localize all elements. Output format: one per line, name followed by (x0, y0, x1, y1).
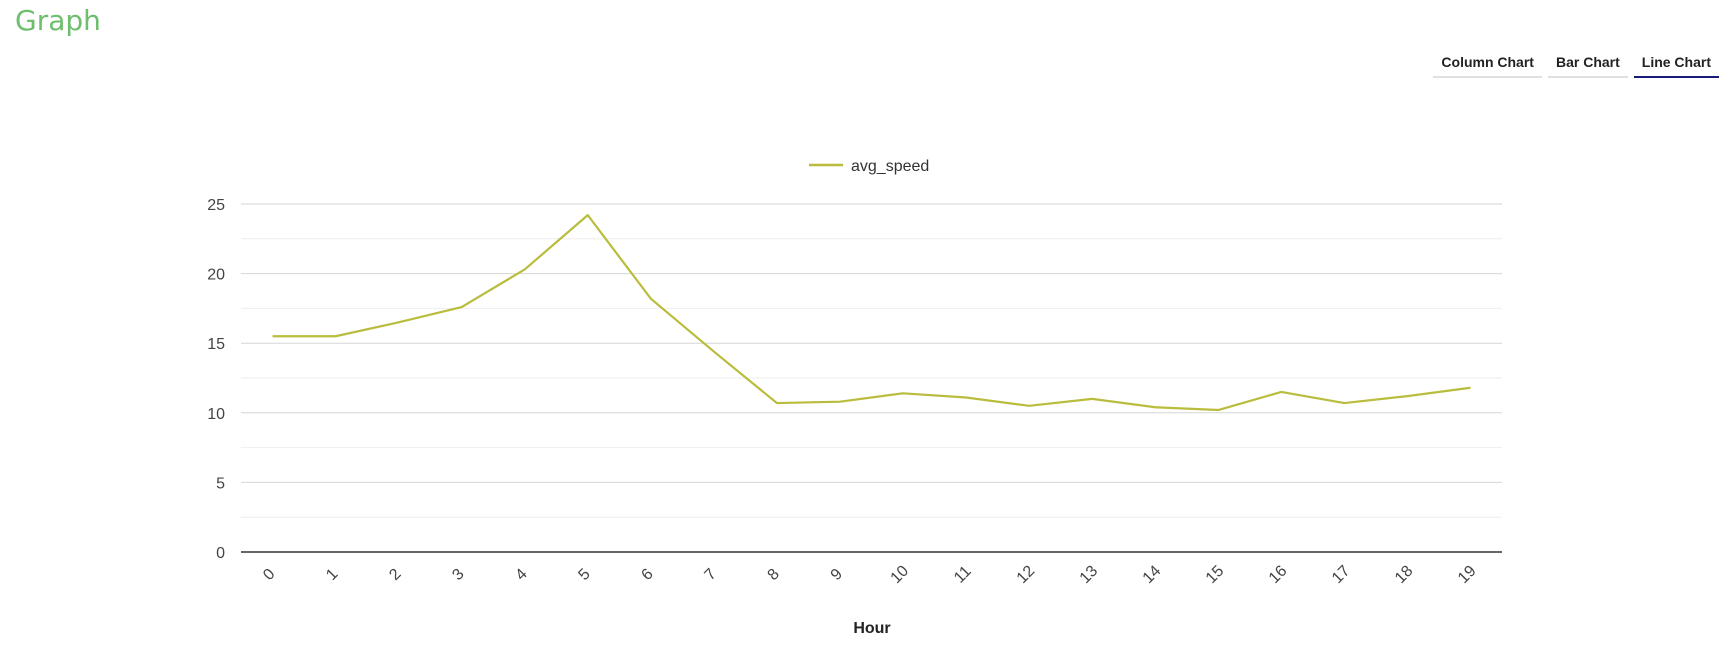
y-tick-label: 10 (207, 406, 225, 423)
x-tick-label: 2 (386, 566, 404, 584)
legend-label-avg-speed: avg_speed (851, 158, 929, 175)
x-tick-label: 11 (951, 563, 975, 587)
legend[interactable]: avg_speed (809, 158, 929, 175)
x-tick-label: 7 (702, 566, 720, 584)
x-tick-label: 9 (828, 566, 846, 584)
x-tick-label: 19 (1455, 562, 1480, 587)
x-tick-label: 13 (1077, 562, 1102, 587)
x-tick-label: 0 (260, 566, 278, 584)
x-axis-ticks: 0 1 2 3 4 5 6 7 8 9 10 11 12 13 14 15 16 17 18 19 (260, 562, 1479, 587)
series-line-avg-speed[interactable] (272, 214, 1471, 412)
x-tick-label: 1 (323, 566, 341, 584)
x-tick-label: 17 (1329, 562, 1354, 587)
y-tick-label: 5 (216, 475, 225, 492)
page-title: Graph (15, 4, 101, 37)
chart-type-tabs: Column Chart Bar Chart Line Chart (1433, 48, 1719, 78)
x-tick-label: 6 (638, 566, 656, 584)
x-axis-title: Hour (853, 620, 890, 637)
x-tick-label: 3 (449, 566, 467, 584)
x-tick-label: 12 (1014, 562, 1039, 587)
y-tick-label: 15 (207, 336, 225, 353)
x-tick-label: 18 (1392, 562, 1417, 587)
x-tick-label: 16 (1266, 562, 1291, 587)
x-tick-label: 10 (888, 562, 913, 587)
x-tick-label: 4 (512, 566, 530, 584)
x-tick-label: 5 (575, 566, 593, 584)
tab-bar-chart[interactable]: Bar Chart (1547, 48, 1628, 78)
grid-lines (241, 203, 1502, 518)
x-tick-label: 8 (765, 566, 783, 584)
y-axis-ticks: 0 5 10 15 20 25 (207, 197, 225, 562)
y-tick-label: 25 (207, 197, 225, 214)
tab-column-chart[interactable]: Column Chart (1433, 48, 1542, 78)
y-tick-label: 0 (216, 545, 225, 562)
y-tick-label: 20 (207, 267, 225, 284)
x-tick-label: 15 (1203, 562, 1228, 587)
tab-line-chart[interactable]: Line Chart (1633, 48, 1719, 78)
series-group (272, 214, 1471, 412)
x-tick-label: 14 (1140, 562, 1165, 587)
